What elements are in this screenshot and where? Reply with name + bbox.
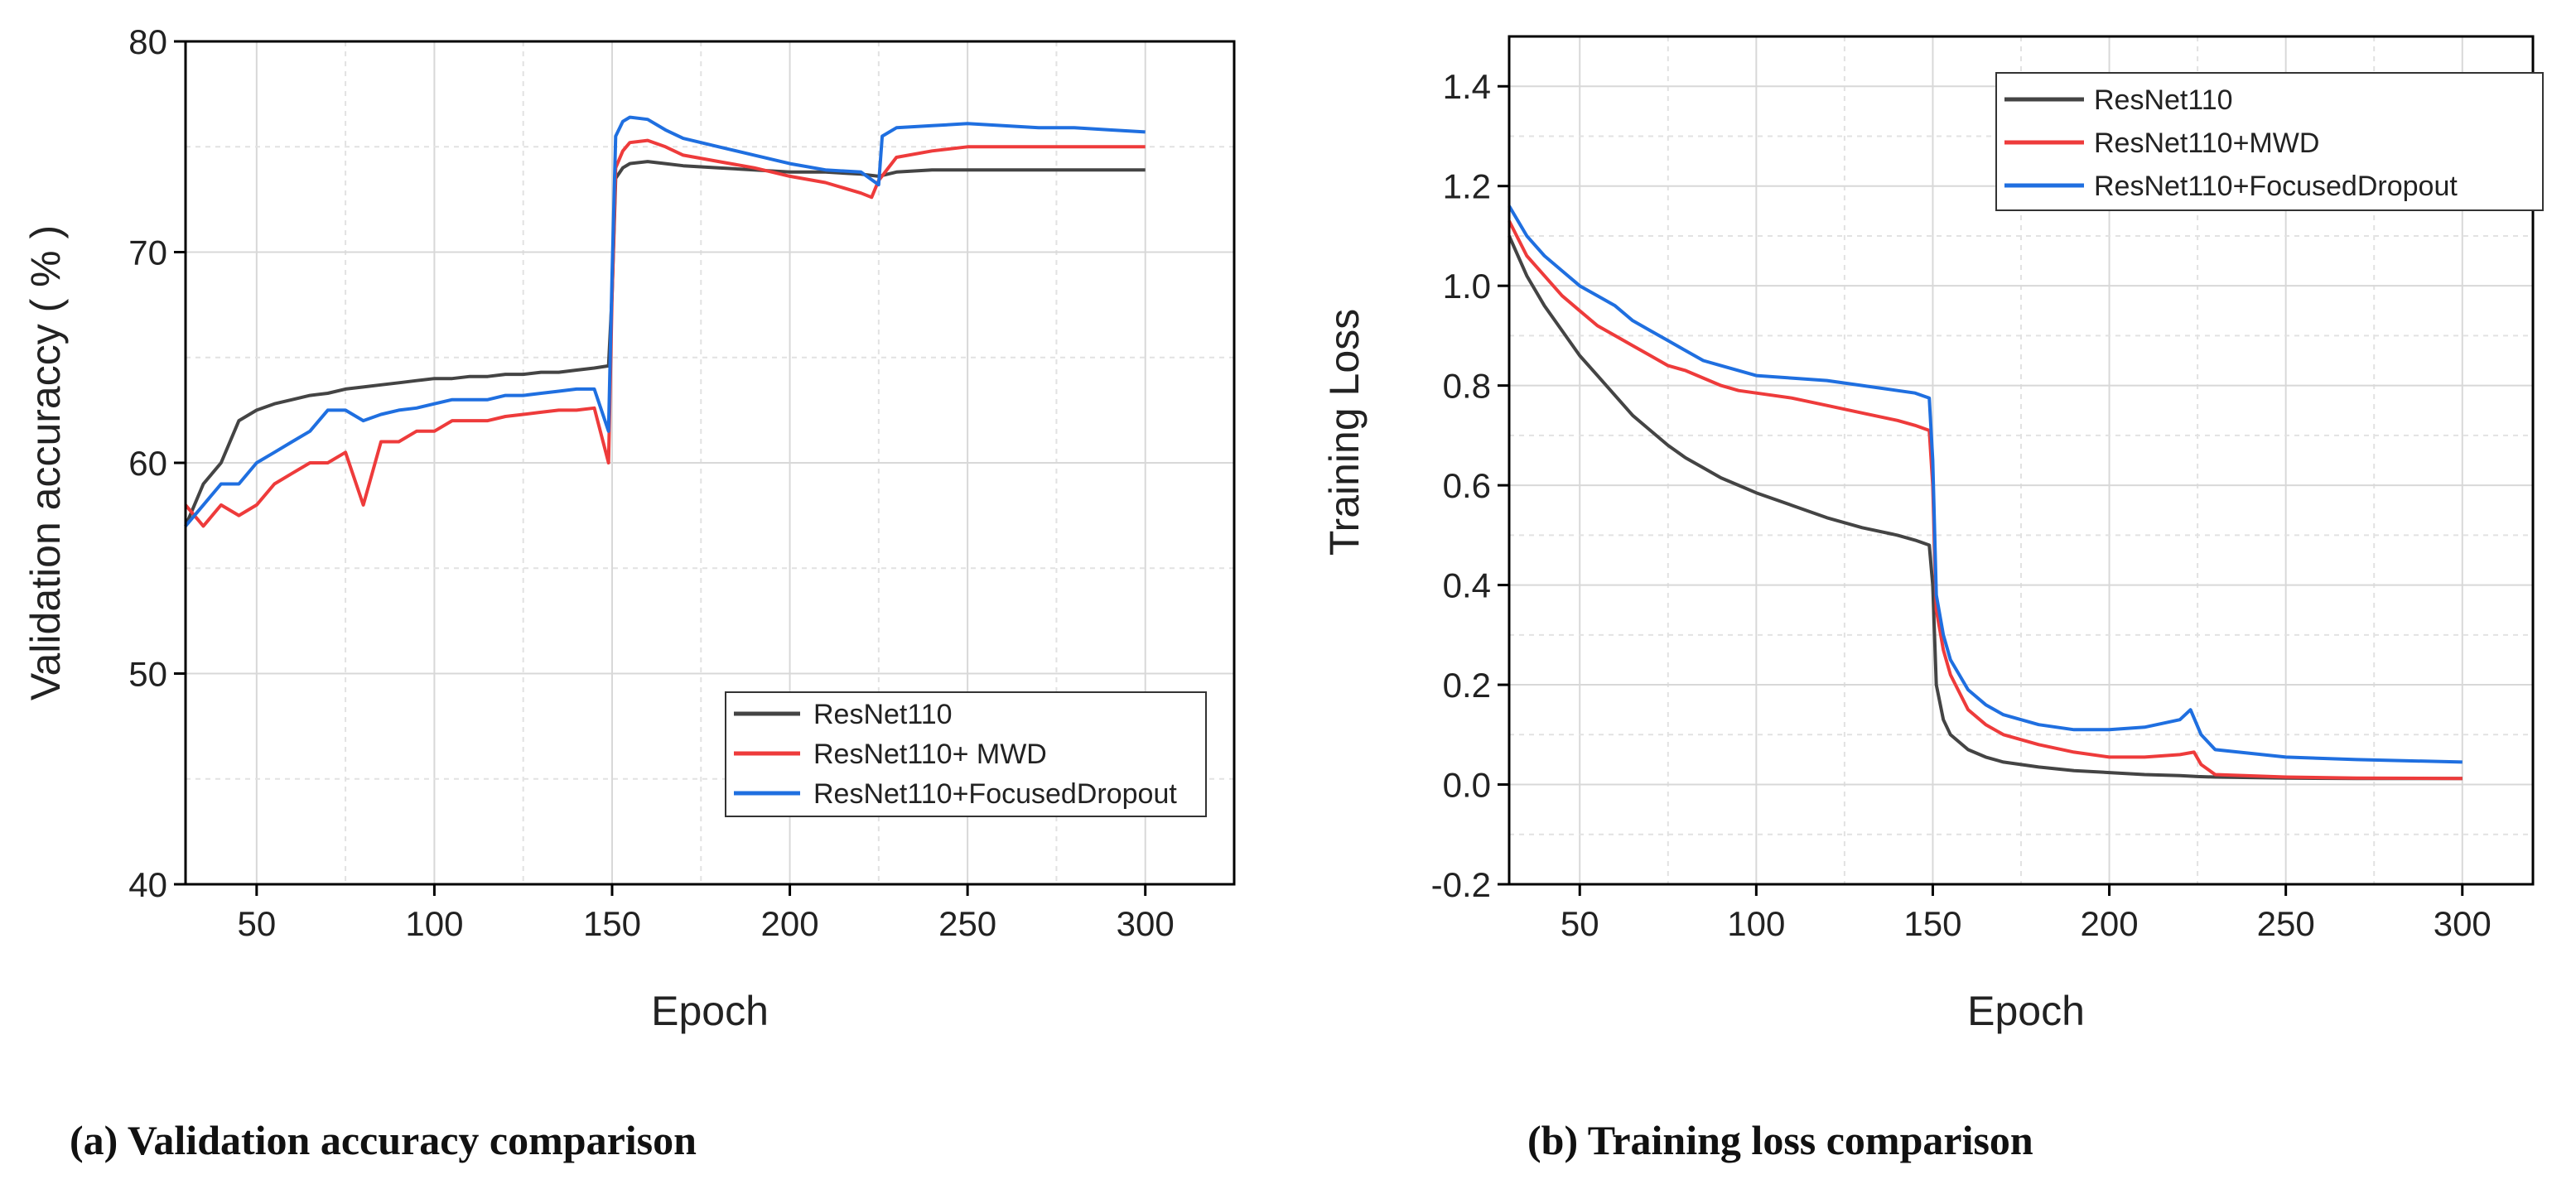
chart-a-caption: (a) Validation accuracy comparison bbox=[70, 1117, 697, 1163]
validation-accuracy-chart: 50 100 150 200 250 300 40 50 60 70 80 Epoch Valida… bbox=[22, 22, 1236, 1163]
chart-b-ytick-label: 1.0 bbox=[1443, 267, 1491, 306]
chart-a-xtick-label-150: 150 bbox=[583, 904, 641, 943]
chart-b-ytick-label: -0.2 bbox=[1431, 865, 1491, 904]
chart-b-caption: (b) Training loss comparison bbox=[1527, 1117, 2033, 1163]
chart-a-legend-label-resnet110: ResNet110 bbox=[813, 699, 953, 730]
chart-a-xtick-label-50: 50 bbox=[237, 904, 276, 943]
chart-b-series-resnet110 bbox=[1507, 235, 2463, 781]
chart-b-ytick-label: 1.4 bbox=[1443, 67, 1491, 106]
chart-b-legend-label-resnet110: ResNet110 bbox=[2094, 84, 2233, 116]
chart-b-legend: ResNet110 ResNet110+MWD ResNet110+Focuse… bbox=[1995, 72, 2544, 211]
chart-a-xtick-label-250: 250 bbox=[938, 904, 996, 943]
chart-b-ytick-label: 0.4 bbox=[1443, 566, 1491, 605]
chart-b-xlabel: Epoch bbox=[1967, 988, 2085, 1034]
chart-b-xtick-label-250: 250 bbox=[2257, 904, 2315, 943]
chart-b-series bbox=[1507, 205, 2463, 781]
chart-a-ylabel: Validation accuraccy ( % ) bbox=[22, 225, 69, 700]
chart-a-legend-label-mwd: ResNet110+ MWD bbox=[813, 739, 1047, 770]
chart-a-ytick-label: 50 bbox=[128, 655, 167, 694]
chart-b-ylabel: Training Loss bbox=[1321, 309, 1368, 556]
chart-b-ytick-label: 1.2 bbox=[1443, 167, 1491, 206]
chart-b-legend-label-focused: ResNet110+FocusedDropout bbox=[2094, 171, 2458, 202]
chart-b-xtick-label-300: 300 bbox=[2434, 904, 2492, 943]
chart-b-xtick-label-50: 50 bbox=[1561, 904, 1599, 943]
chart-a-legend-box bbox=[725, 691, 1207, 817]
chart-b-legend-box bbox=[1995, 72, 2544, 211]
chart-b-ytick-label: 0.0 bbox=[1443, 766, 1491, 805]
chart-a-legend-label-focused: ResNet110+FocusedDropout bbox=[813, 778, 1177, 810]
chart-b-ytick-label: 0.8 bbox=[1443, 367, 1491, 406]
chart-a-xtick-label-200: 200 bbox=[761, 904, 819, 943]
chart-b-ytick-label: 0.2 bbox=[1443, 666, 1491, 705]
chart-a-ytick-label: 40 bbox=[128, 865, 167, 904]
chart-a-ytick-label: 70 bbox=[128, 233, 167, 272]
chart-b-frame bbox=[1507, 35, 2535, 886]
chart-a-xlabel: Epoch bbox=[651, 988, 769, 1034]
chart-b-ticks: 50 100 150 200 250 300 -0.2 0.0 0.2 0.4 0.6 0.8 1.0 1… bbox=[1431, 67, 2492, 943]
chart-a-series-resnet110 bbox=[184, 160, 1146, 527]
chart-b-ytick-label: 0.6 bbox=[1443, 466, 1491, 505]
chart-b-legend-label-mwd: ResNet110+MWD bbox=[2094, 128, 2319, 159]
chart-a-legend: ResNet110 ResNet110+ MWD ResNet110+Focus… bbox=[725, 691, 1207, 817]
chart-a-series-resnet110-mwd bbox=[184, 138, 1146, 528]
chart-a-ytick-label: 60 bbox=[128, 444, 167, 483]
chart-a-series-resnet110-focuseddropout bbox=[184, 115, 1146, 527]
training-loss-chart: 50 100 150 200 250 300 -0.2 0.0 0.2 0.4 0.6 0.8 1.0 1… bbox=[1321, 35, 2544, 1163]
chart-b-xtick-label-150: 150 bbox=[1903, 904, 1961, 943]
chart-a-series bbox=[184, 115, 1146, 528]
chart-b-series-resnet110-mwd bbox=[1507, 219, 2463, 781]
chart-a-xtick-label-100: 100 bbox=[405, 904, 463, 943]
chart-b-series-resnet110-focuseddropout bbox=[1507, 205, 2463, 764]
chart-a-xtick-label-300: 300 bbox=[1117, 904, 1175, 943]
chart-a-ticks: 50 100 150 200 250 300 40 50 60 70 80 bbox=[128, 22, 1174, 943]
chart-b-xtick-label-100: 100 bbox=[1727, 904, 1785, 943]
chart-b-xtick-label-200: 200 bbox=[2081, 904, 2139, 943]
chart-a-ytick-label: 80 bbox=[128, 22, 167, 61]
